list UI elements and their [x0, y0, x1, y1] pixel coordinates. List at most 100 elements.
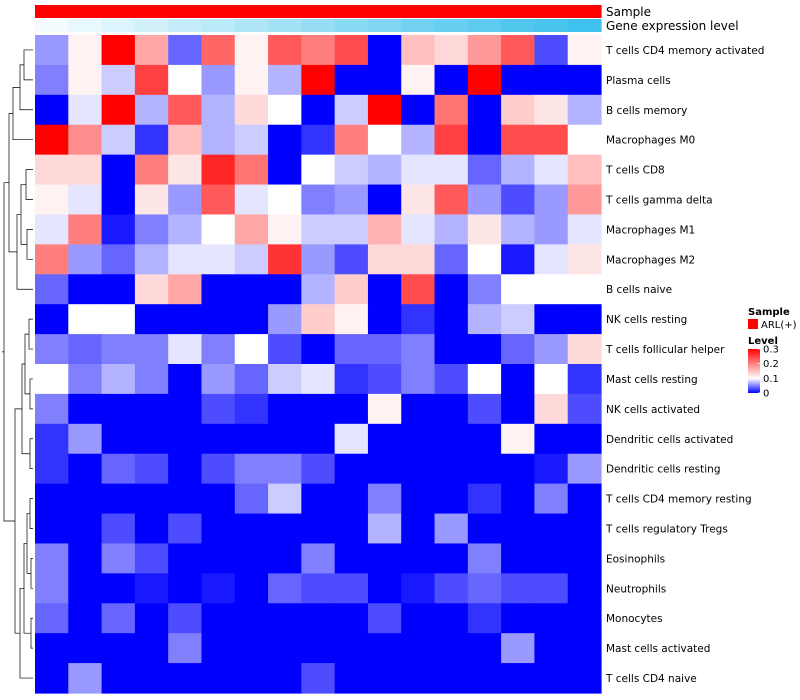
heatmap-cell — [234, 663, 269, 694]
expression-level-annotation-cell — [334, 19, 369, 32]
heatmap-cell — [334, 453, 369, 485]
heatmap-cell — [68, 274, 103, 305]
heatmap-cell — [134, 423, 169, 455]
expression-level-annotation-cell — [201, 19, 236, 32]
expression-level-annotation-cell — [234, 19, 269, 32]
heatmap-cell — [401, 124, 436, 156]
heatmap-cell — [268, 483, 302, 515]
heatmap-cell — [501, 603, 536, 634]
heatmap-cell — [367, 633, 402, 664]
heatmap-cell — [35, 393, 69, 425]
heatmap-cell — [367, 543, 402, 574]
heatmap-cell — [35, 453, 69, 485]
heatmap-cell — [534, 393, 569, 425]
heatmap-cell — [434, 364, 469, 395]
heatmap-cell — [567, 154, 602, 186]
heatmap-cell — [467, 453, 502, 485]
heatmap-cell — [101, 35, 136, 66]
row-label: T cells CD4 memory activated — [605, 45, 764, 57]
heatmap-cell — [301, 94, 336, 126]
heatmap-cell — [268, 35, 302, 66]
heatmap-cell — [567, 573, 602, 604]
heatmap-cell — [168, 274, 203, 305]
annotation-label-gene-expression: Gene expression level — [606, 19, 739, 33]
heatmap-cell — [268, 603, 302, 634]
heatmap-cell — [101, 124, 136, 156]
heatmap-cell — [534, 124, 569, 156]
heatmap-cell — [567, 304, 602, 335]
heatmap-cell — [268, 244, 302, 275]
heatmap-cell — [534, 334, 569, 365]
heatmap-cell — [234, 244, 269, 275]
heatmap-cell — [134, 304, 169, 335]
heatmap-cell — [35, 423, 69, 455]
heatmap-cell — [567, 364, 602, 395]
heatmap-cell — [401, 274, 436, 305]
heatmap-cell — [401, 244, 436, 275]
expression-level-annotation-cell — [367, 19, 402, 32]
dendrogram-branch — [29, 438, 33, 470]
heatmap-cell — [567, 633, 602, 664]
heatmap-cell — [534, 184, 569, 216]
heatmap-cell — [334, 513, 369, 545]
heatmap-cell — [567, 453, 602, 485]
heatmap-cell — [534, 274, 569, 305]
row-label: Macrophages M1 — [606, 224, 695, 236]
heatmap-cell — [367, 513, 402, 545]
expression-level-annotation-cell — [168, 19, 203, 32]
heatmap-cell — [201, 483, 236, 515]
row-label: Dendritic cells resting — [606, 464, 721, 476]
annotation-label-sample: Sample — [606, 5, 651, 19]
heatmap-cell — [68, 184, 103, 216]
row-label: T cells gamma delta — [605, 195, 713, 207]
row-label: Mast cells resting — [606, 374, 698, 386]
heatmap-cell — [134, 184, 169, 216]
heatmap-cell — [234, 423, 269, 455]
sample-annotation-cell — [301, 5, 336, 18]
legend-sample-item: ARL(+) — [761, 320, 797, 331]
heatmap-cell — [301, 573, 336, 604]
row-label: Neutrophils — [606, 583, 666, 595]
dendrogram-branch — [28, 318, 33, 350]
heatmap-cell — [334, 124, 369, 156]
heatmap-cell — [501, 214, 536, 245]
heatmap-cell — [101, 543, 136, 574]
heatmap-cell — [567, 393, 602, 425]
heatmap-cell — [501, 453, 536, 485]
heatmap-cell — [234, 154, 269, 186]
heatmap-cell — [35, 94, 69, 126]
heatmap-cell — [301, 244, 336, 275]
heatmap-cell — [334, 633, 369, 664]
heatmap-cell — [467, 483, 502, 515]
legend-level-title: Level — [748, 336, 778, 347]
heatmap-cell — [101, 274, 136, 305]
heatmap-cell — [68, 483, 103, 515]
heatmap-cell — [434, 633, 469, 664]
sample-annotation-cell — [501, 5, 536, 18]
heatmap-cell — [68, 334, 103, 365]
row-label: B cells naive — [606, 284, 672, 296]
heatmap-cell — [101, 154, 136, 186]
heatmap-cell — [467, 64, 502, 96]
heatmap-cell — [501, 633, 536, 664]
heatmap-cell — [234, 513, 269, 545]
heatmap-cell — [567, 64, 602, 96]
heatmap-cell — [168, 543, 203, 574]
heatmap-cell — [567, 483, 602, 515]
heatmap-cell — [201, 423, 236, 455]
heatmap-cell — [268, 364, 302, 395]
heatmap-cell — [467, 154, 502, 186]
heatmap-cell — [268, 453, 302, 485]
heatmap-cell — [501, 304, 536, 335]
heatmap-cell — [234, 364, 269, 395]
heatmap-cell — [234, 304, 269, 335]
heatmap-cell — [101, 423, 136, 455]
heatmap-cell — [401, 184, 436, 216]
heatmap-cell — [401, 35, 436, 66]
heatmap-cell — [201, 304, 236, 335]
heatmap-cell — [467, 214, 502, 245]
heatmap-cell — [268, 184, 302, 216]
heatmap-cell — [334, 483, 369, 515]
row-label: Macrophages M0 — [606, 135, 695, 147]
